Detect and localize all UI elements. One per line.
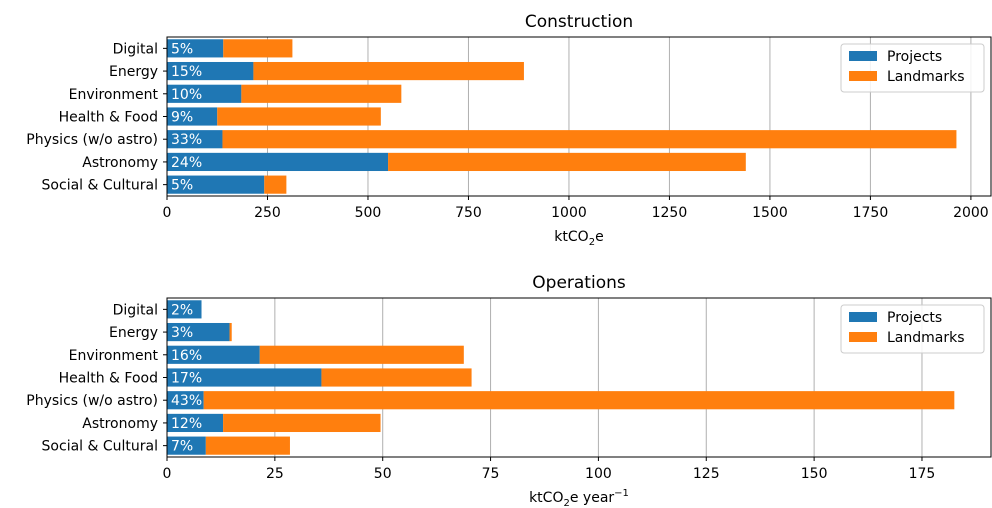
x-tick-label: 500 <box>355 205 382 221</box>
percent-label: 24% <box>171 155 202 171</box>
chart-title: Operations <box>532 273 626 293</box>
legend-label: Landmarks <box>887 69 965 85</box>
bar-projects <box>167 368 322 387</box>
x-tick-label: 50 <box>374 466 392 482</box>
x-axis-label-main: ktCO <box>529 490 563 506</box>
bar-projects <box>167 322 230 342</box>
bar-landmarks <box>223 39 293 58</box>
legend: Projects Landmarks <box>840 43 985 93</box>
x-tick-label: 1500 <box>752 205 788 221</box>
bar-projects <box>167 413 224 433</box>
bar-landmarks <box>259 345 464 364</box>
percent-label: 7% <box>171 439 193 455</box>
category-label: Energy <box>109 64 158 80</box>
bar-landmarks <box>203 391 955 410</box>
category-label: Energy <box>109 325 158 341</box>
legend-swatch-projects <box>849 312 877 322</box>
category-label: Health & Food <box>59 110 158 126</box>
bar-projects <box>167 175 265 194</box>
x-axis-label: ktCO2e year−1 <box>529 488 629 508</box>
legend-label: Projects <box>887 49 942 65</box>
legend-label: Landmarks <box>887 330 965 346</box>
bar-landmarks <box>241 84 402 103</box>
axes-frame <box>166 36 992 197</box>
category-label: Digital <box>113 41 158 57</box>
percent-label: 9% <box>171 110 193 126</box>
x-axis-label-sup: −1 <box>614 488 629 499</box>
x-axis-label-main: ktCO <box>554 229 588 245</box>
x-axis-label-suffix: e year <box>570 490 615 506</box>
x-tick-label: 25 <box>266 466 284 482</box>
bar-landmarks <box>217 107 381 126</box>
x-axis-label: ktCO2e <box>554 229 603 248</box>
category-label: Digital <box>113 302 158 318</box>
bar-landmarks <box>205 436 290 455</box>
x-tick-label: 125 <box>693 466 720 482</box>
legend: Projects Landmarks <box>840 304 985 354</box>
x-tick-label: 175 <box>909 466 936 482</box>
bar-landmarks <box>264 175 287 194</box>
construction-panel: 5% Digital 15% Energy 10% Environment 9% Health… <box>26 12 992 248</box>
bar-projects <box>167 61 254 81</box>
category-label: Health & Food <box>59 371 158 387</box>
percent-label: 5% <box>171 178 193 194</box>
x-tick-label: 1250 <box>652 205 688 221</box>
x-tick-label: 100 <box>585 466 612 482</box>
percent-label: 16% <box>171 348 202 364</box>
x-tick-label: 75 <box>482 466 500 482</box>
category-label: Social & Cultural <box>42 178 158 194</box>
bar-landmarks <box>229 322 232 342</box>
x-tick-label: 2000 <box>953 205 989 221</box>
bar-projects <box>167 300 202 319</box>
category-label: Astronomy <box>82 416 158 432</box>
legend-label: Projects <box>887 310 942 326</box>
x-axis-label-sub: 2 <box>563 498 569 508</box>
x-tick-label: 250 <box>254 205 281 221</box>
x-tick-label: 1750 <box>853 205 889 221</box>
percent-label: 43% <box>171 393 202 409</box>
category-label: Physics (w/o astro) <box>26 132 158 148</box>
category-label: Astronomy <box>82 155 158 171</box>
bar-projects <box>167 84 242 103</box>
bar-landmarks <box>253 61 524 81</box>
x-tick-label: 150 <box>801 466 828 482</box>
legend-swatch-landmarks <box>849 71 877 81</box>
category-label: Environment <box>69 87 159 103</box>
x-tick-label: 750 <box>455 205 482 221</box>
bar-projects <box>167 39 224 58</box>
percent-label: 10% <box>171 87 202 103</box>
bar-landmarks <box>222 130 957 149</box>
category-label: Environment <box>69 348 159 364</box>
axes-frame <box>166 297 992 458</box>
x-axis-label-sub: 2 <box>589 237 595 248</box>
percent-label: 2% <box>171 302 193 318</box>
x-tick-label: 1000 <box>551 205 587 221</box>
x-tick-label: 0 <box>163 466 172 482</box>
bar-landmarks <box>321 368 472 387</box>
bar-projects <box>167 107 218 126</box>
bar-landmarks <box>223 413 381 433</box>
percent-label: 33% <box>171 132 202 148</box>
bar-projects <box>167 436 206 455</box>
category-label: Social & Cultural <box>42 439 158 455</box>
x-axis-label-suffix: e <box>595 229 604 245</box>
chart-title: Construction <box>525 12 633 32</box>
percent-label: 12% <box>171 416 202 432</box>
legend-swatch-landmarks <box>849 332 877 342</box>
operations-panel: 2% Digital 3% Energy 16% Environment 17% Health… <box>26 273 992 508</box>
bar-projects <box>167 130 223 149</box>
bar-landmarks <box>388 152 746 172</box>
percent-label: 17% <box>171 371 202 387</box>
percent-label: 5% <box>171 41 193 57</box>
percent-label: 15% <box>171 64 202 80</box>
category-label: Physics (w/o astro) <box>26 393 158 409</box>
percent-label: 3% <box>171 325 193 341</box>
x-tick-label: 0 <box>163 205 172 221</box>
bar-projects <box>167 345 260 364</box>
bar-projects <box>167 152 389 172</box>
bar-projects <box>167 391 204 410</box>
legend-swatch-projects <box>849 51 877 61</box>
